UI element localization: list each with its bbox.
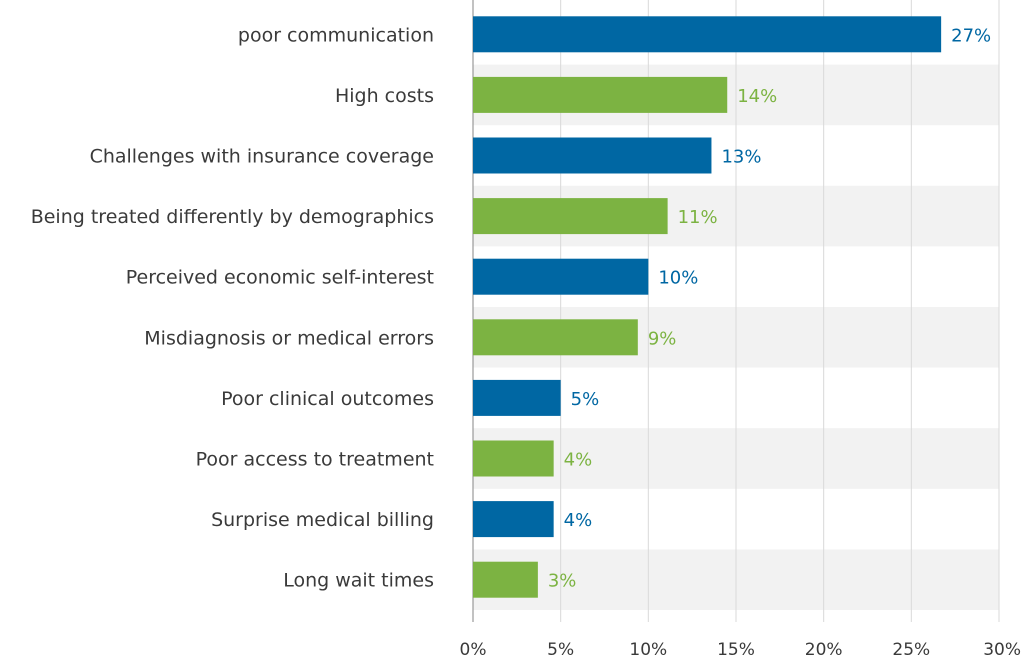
value-label: 3% bbox=[548, 571, 577, 592]
bars bbox=[473, 16, 942, 598]
category-label: Misdiagnosis or medical errors bbox=[144, 327, 434, 349]
bar bbox=[473, 76, 728, 113]
bar bbox=[473, 198, 668, 235]
value-label: 9% bbox=[648, 328, 677, 349]
category-label: Being treated differently by demographic… bbox=[31, 206, 434, 228]
category-label: Poor clinical outcomes bbox=[221, 388, 434, 410]
x-tick-label: 0% bbox=[460, 640, 487, 660]
value-label: 11% bbox=[678, 207, 718, 228]
bar bbox=[473, 501, 554, 538]
bar bbox=[473, 379, 561, 416]
category-labels: poor communication High costs Challenges w… bbox=[31, 24, 434, 591]
bar bbox=[473, 440, 554, 477]
category-label: Challenges with insurance coverage bbox=[90, 146, 434, 168]
value-label: 10% bbox=[658, 268, 698, 289]
x-tick-label: 20% bbox=[805, 640, 843, 660]
x-tick-label: 15% bbox=[717, 640, 755, 660]
category-label: poor communication bbox=[238, 24, 434, 46]
value-label: 4% bbox=[564, 450, 593, 471]
value-label: 5% bbox=[571, 389, 600, 410]
bar bbox=[473, 16, 942, 53]
value-label: 13% bbox=[721, 147, 761, 168]
x-tick-label: 5% bbox=[547, 640, 574, 660]
bar bbox=[473, 319, 638, 356]
category-label: Surprise medical billing bbox=[211, 509, 434, 531]
x-tick-label: 30% bbox=[983, 640, 1021, 660]
category-label: Perceived economic self-interest bbox=[126, 267, 434, 289]
bar bbox=[473, 561, 538, 598]
x-tick-label: 10% bbox=[629, 640, 667, 660]
bar bbox=[473, 137, 712, 174]
x-tick-label: 25% bbox=[892, 640, 930, 660]
category-label: High costs bbox=[335, 85, 434, 107]
value-label: 4% bbox=[564, 510, 593, 531]
bar bbox=[473, 258, 649, 295]
category-label: Long wait times bbox=[283, 570, 434, 592]
value-labels: 27% 14% 13% 11% 10% 9% 5% 4% 4% 3% bbox=[548, 25, 991, 591]
x-tick-labels: 0% 5% 10% 15% 20% 25% 30% bbox=[460, 640, 1021, 660]
value-label: 14% bbox=[737, 86, 777, 107]
category-label: Poor access to treatment bbox=[196, 449, 434, 471]
value-label: 27% bbox=[951, 25, 991, 46]
